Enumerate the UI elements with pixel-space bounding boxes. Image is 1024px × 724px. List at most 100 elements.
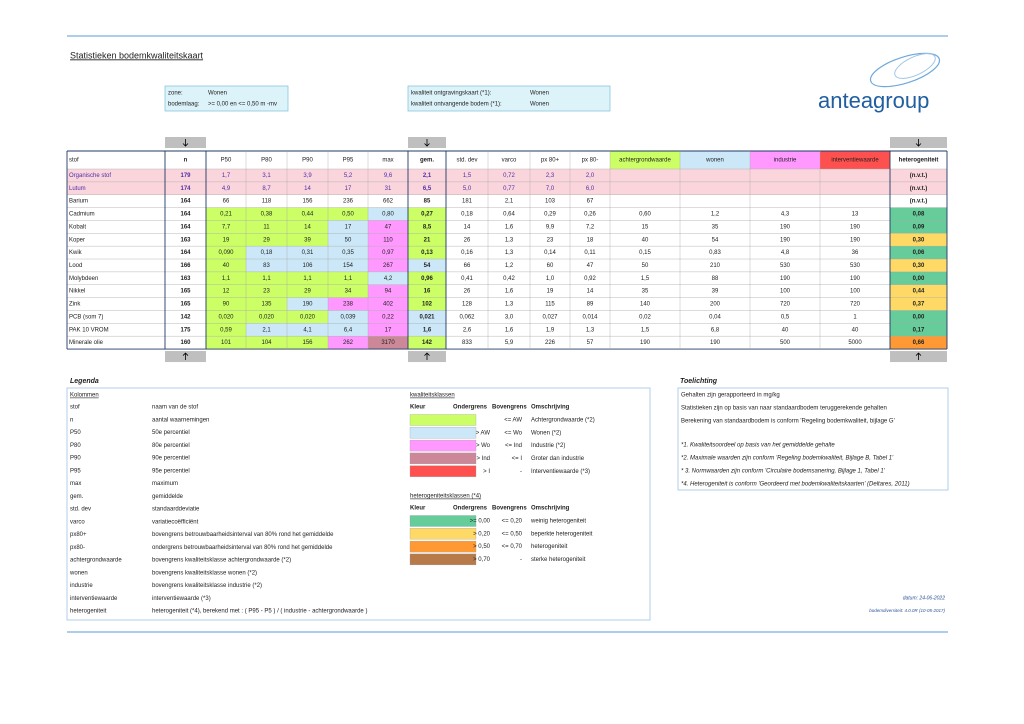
legend-desc: ondergrens betrouwbaarheidsinterval van …: [152, 545, 333, 551]
quality-cell: [246, 246, 287, 260]
logo-text: anteagroup: [818, 88, 929, 113]
table-cell: 163: [180, 276, 191, 282]
quality-cell: [408, 233, 446, 247]
quality-cell: [206, 233, 246, 247]
table-cell: 26: [464, 237, 471, 243]
arrow: [424, 352, 430, 361]
legend-swatch: [409, 515, 477, 527]
legend-key: px80+: [70, 532, 87, 538]
note-line: *2. Maximale waarden zijn conform 'Regel…: [681, 456, 894, 462]
legend-upper: <= 0,20: [502, 519, 523, 525]
table-cell: 39: [304, 237, 311, 243]
legend-description: weinig heterogeniteit: [530, 519, 586, 525]
column-header: P90: [302, 158, 313, 164]
table-cell: 50: [345, 237, 352, 243]
legend-swatch: [409, 439, 477, 452]
table-cell: 2,1: [505, 199, 514, 205]
table-cell: 1,2: [711, 212, 720, 218]
table-cell: 163: [180, 237, 191, 243]
quality-cell: [246, 310, 287, 324]
table-cell: 8,7: [262, 186, 271, 192]
table-cell: Molybdeen: [69, 276, 98, 282]
table-cell: 262: [343, 340, 354, 346]
table-cell: 2,1: [262, 327, 271, 333]
table-cell: 1,3: [586, 327, 595, 333]
table-cell: Nikkel: [69, 289, 85, 295]
info-box: [164, 85, 289, 112]
table-cell: 179: [180, 173, 191, 179]
note-line: Berekening van standaardbodem is conform…: [681, 419, 895, 425]
table-cell: 23: [263, 289, 270, 295]
quality-cell: [287, 323, 328, 337]
quality-cell: [368, 323, 408, 337]
table-cell: 1,9: [546, 327, 555, 333]
table-cell: 8,5: [423, 224, 432, 230]
legend-desc: aantal waarnemingen: [152, 417, 209, 423]
table-cell: 1,6: [505, 289, 514, 295]
table-cell: 0,04: [709, 314, 721, 320]
column-header: std. dev: [456, 158, 477, 164]
table-cell: 1,1: [303, 276, 312, 282]
legend-lower: > 0,70: [473, 557, 491, 563]
legend-key: max: [70, 481, 81, 487]
table-cell: Kwik: [69, 250, 83, 256]
table-cell: 0,17: [913, 327, 925, 333]
table-cell: 156: [302, 199, 313, 205]
table-cell: 0,64: [503, 212, 515, 218]
table-cell: 23: [547, 237, 554, 243]
quality-cell: [287, 259, 328, 272]
legend-lower: > I: [483, 469, 490, 475]
table-cell: 164: [180, 199, 191, 205]
legend-desc: bovengrens betrouwbaarheidsinterval van …: [152, 532, 334, 538]
quality-cell: [408, 310, 446, 324]
table-cell: 14: [464, 224, 471, 230]
heterogeneity-cell: [890, 336, 947, 350]
column-header: industrie: [774, 158, 797, 164]
table-cell: 19: [223, 237, 230, 243]
legend-key: std. dev: [70, 507, 91, 513]
table-cell: 101: [221, 340, 232, 346]
table-cell: 29: [304, 289, 311, 295]
table-cell: 4,2: [384, 276, 393, 282]
table-cell: 31: [385, 186, 392, 192]
legend-desc: 90e percentiel: [152, 456, 190, 462]
legend-upper: <= AW: [504, 418, 522, 424]
table-cell: 190: [780, 237, 791, 243]
table-cell: 0,97: [382, 250, 394, 256]
table-cell: 160: [180, 340, 191, 346]
quality-cell: [206, 207, 246, 221]
quality-cell: [368, 246, 408, 260]
table-cell: 0,30: [913, 237, 925, 243]
heterogeneity-cell: [890, 246, 947, 260]
table-cell: 1,5: [463, 173, 472, 179]
legend-title: Legenda: [70, 378, 99, 385]
column-header: heterogeniteit: [899, 158, 939, 164]
quality-cell: [206, 310, 246, 324]
table-cell: 115: [545, 302, 555, 308]
table-cell: 530: [780, 263, 791, 269]
table-cell: 6,4: [344, 327, 353, 333]
legend-key: wonen: [69, 570, 88, 576]
table-cell: 34: [345, 289, 352, 295]
arrow: [915, 139, 922, 147]
legend-desc: 95e percentiel: [152, 468, 190, 474]
heterogeneity-cell: [890, 233, 947, 247]
legend-description: Interventiewaarde (*3): [531, 469, 590, 475]
note-line: *1. Kwaliteitsoordeel op basis van het g…: [681, 443, 835, 449]
quality-cell: [408, 284, 446, 298]
quality-cell: [246, 220, 287, 234]
table-cell: 0,22: [382, 314, 394, 320]
table-cell: 12: [223, 289, 230, 295]
table-cell: 90: [223, 302, 230, 308]
table-cell: 720: [780, 302, 791, 308]
table-cell: 226: [545, 340, 556, 346]
table-cell: 165: [180, 289, 191, 295]
header-cell: [750, 151, 820, 169]
table-cell: 40: [782, 327, 789, 333]
table-cell: (n.v.t.): [910, 173, 928, 179]
table-cell: (n.v.t.): [910, 199, 928, 205]
table-cell: 128: [462, 302, 473, 308]
legend-desc: 50e percentiel: [152, 430, 190, 436]
table-cell: 50: [642, 263, 649, 269]
table-cell: 3,0: [505, 314, 514, 320]
